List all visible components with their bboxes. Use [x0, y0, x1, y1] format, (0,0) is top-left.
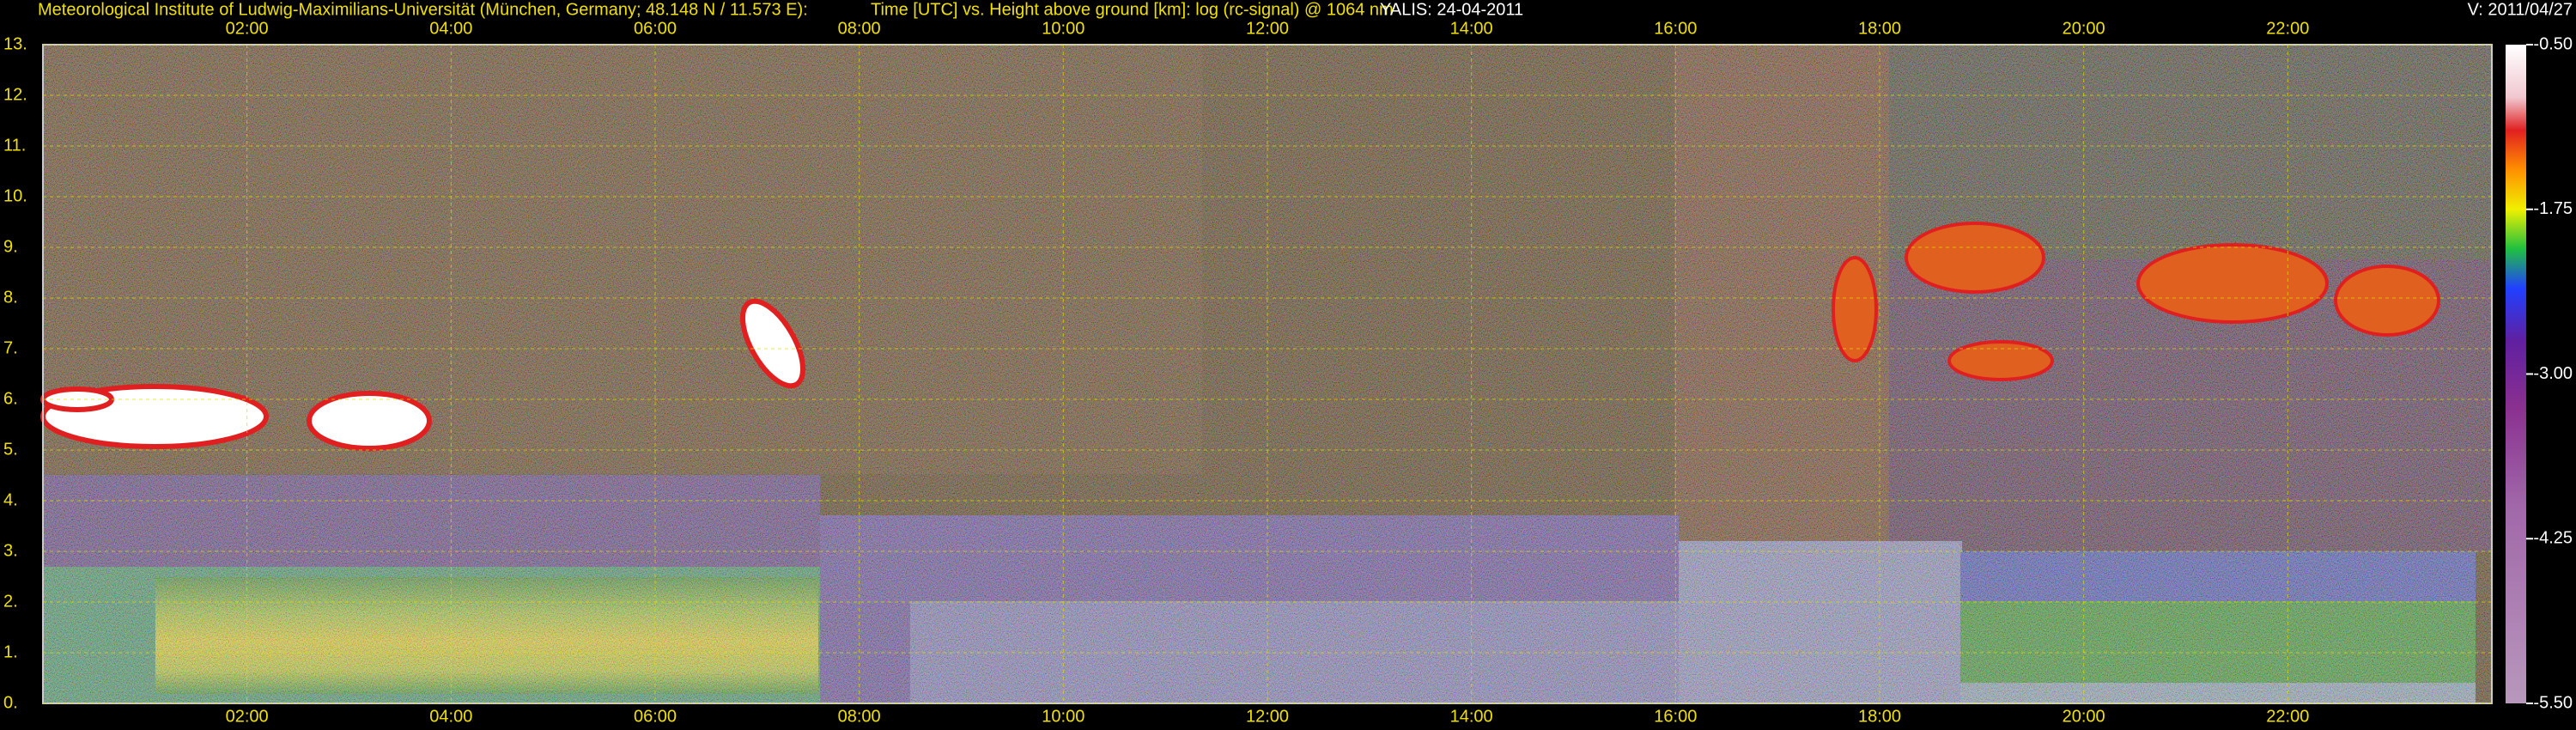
y-tick-label: 8. — [3, 288, 18, 307]
x-tick-label: 16:00 — [1654, 707, 1697, 726]
y-tick-label: 6. — [3, 389, 18, 408]
x-tick-label: 06:00 — [634, 19, 677, 38]
x-tick-label: 04:00 — [429, 707, 472, 726]
x-tick-label: 12:00 — [1246, 707, 1289, 726]
annotation: YALIS: 24-04-2011 — [1380, 0, 1523, 19]
x-tick-label: 22:00 — [2266, 19, 2309, 38]
colorbar — [2506, 45, 2526, 703]
x-tick-label: 08:00 — [838, 707, 881, 726]
y-tick-label: 9. — [3, 237, 18, 256]
y-tick-label: 3. — [3, 541, 18, 560]
y-tick-label: 1. — [3, 642, 18, 661]
annotation: V: 2011/04/27 — [2468, 0, 2573, 19]
x-tick-label: 16:00 — [1654, 19, 1697, 38]
y-tick-label: 7. — [3, 338, 18, 357]
x-tick-label: 20:00 — [2063, 19, 2105, 38]
x-tick-label: 10:00 — [1042, 19, 1084, 38]
colorbar-tick-label: -3.00 — [2533, 364, 2573, 383]
y-tick-label: 12. — [3, 85, 27, 104]
x-tick-label: 06:00 — [634, 707, 677, 726]
y-tick-label: 4. — [3, 490, 18, 509]
y-tick-label: 13. — [3, 34, 27, 53]
x-tick-label: 18:00 — [1858, 19, 1901, 38]
lidar-image — [40, 45, 2492, 703]
y-tick-label: 10. — [3, 186, 27, 205]
x-tick-label: 08:00 — [838, 19, 881, 38]
x-tick-label: 02:00 — [226, 19, 269, 38]
colorbar-tick-label: -5.50 — [2533, 693, 2573, 712]
y-tick-label: 2. — [3, 592, 18, 611]
x-tick-label: 04:00 — [429, 19, 472, 38]
x-tick-label: 12:00 — [1246, 19, 1289, 38]
y-tick-label: 5. — [3, 440, 18, 459]
x-tick-label: 22:00 — [2266, 707, 2309, 726]
colorbar-tick-label: -1.75 — [2533, 199, 2573, 218]
x-tick-label: 10:00 — [1042, 707, 1084, 726]
x-tick-label: 02:00 — [226, 707, 269, 726]
x-tick-label: 18:00 — [1858, 707, 1901, 726]
chart-subtitle: Time [UTC] vs. Height above ground [km]:… — [871, 0, 1394, 19]
y-tick-label: 11. — [3, 136, 26, 155]
y-tick-label: 0. — [3, 693, 18, 712]
x-tick-label: 14:00 — [1450, 19, 1493, 38]
x-tick-label: 20:00 — [2063, 707, 2105, 726]
colorbar-tick-label: -4.25 — [2533, 529, 2573, 548]
chart-title: Meteorological Institute of Ludwig-Maxim… — [38, 0, 808, 19]
x-tick-label: 14:00 — [1450, 707, 1493, 726]
colorbar-tick-label: -0.50 — [2533, 34, 2573, 53]
